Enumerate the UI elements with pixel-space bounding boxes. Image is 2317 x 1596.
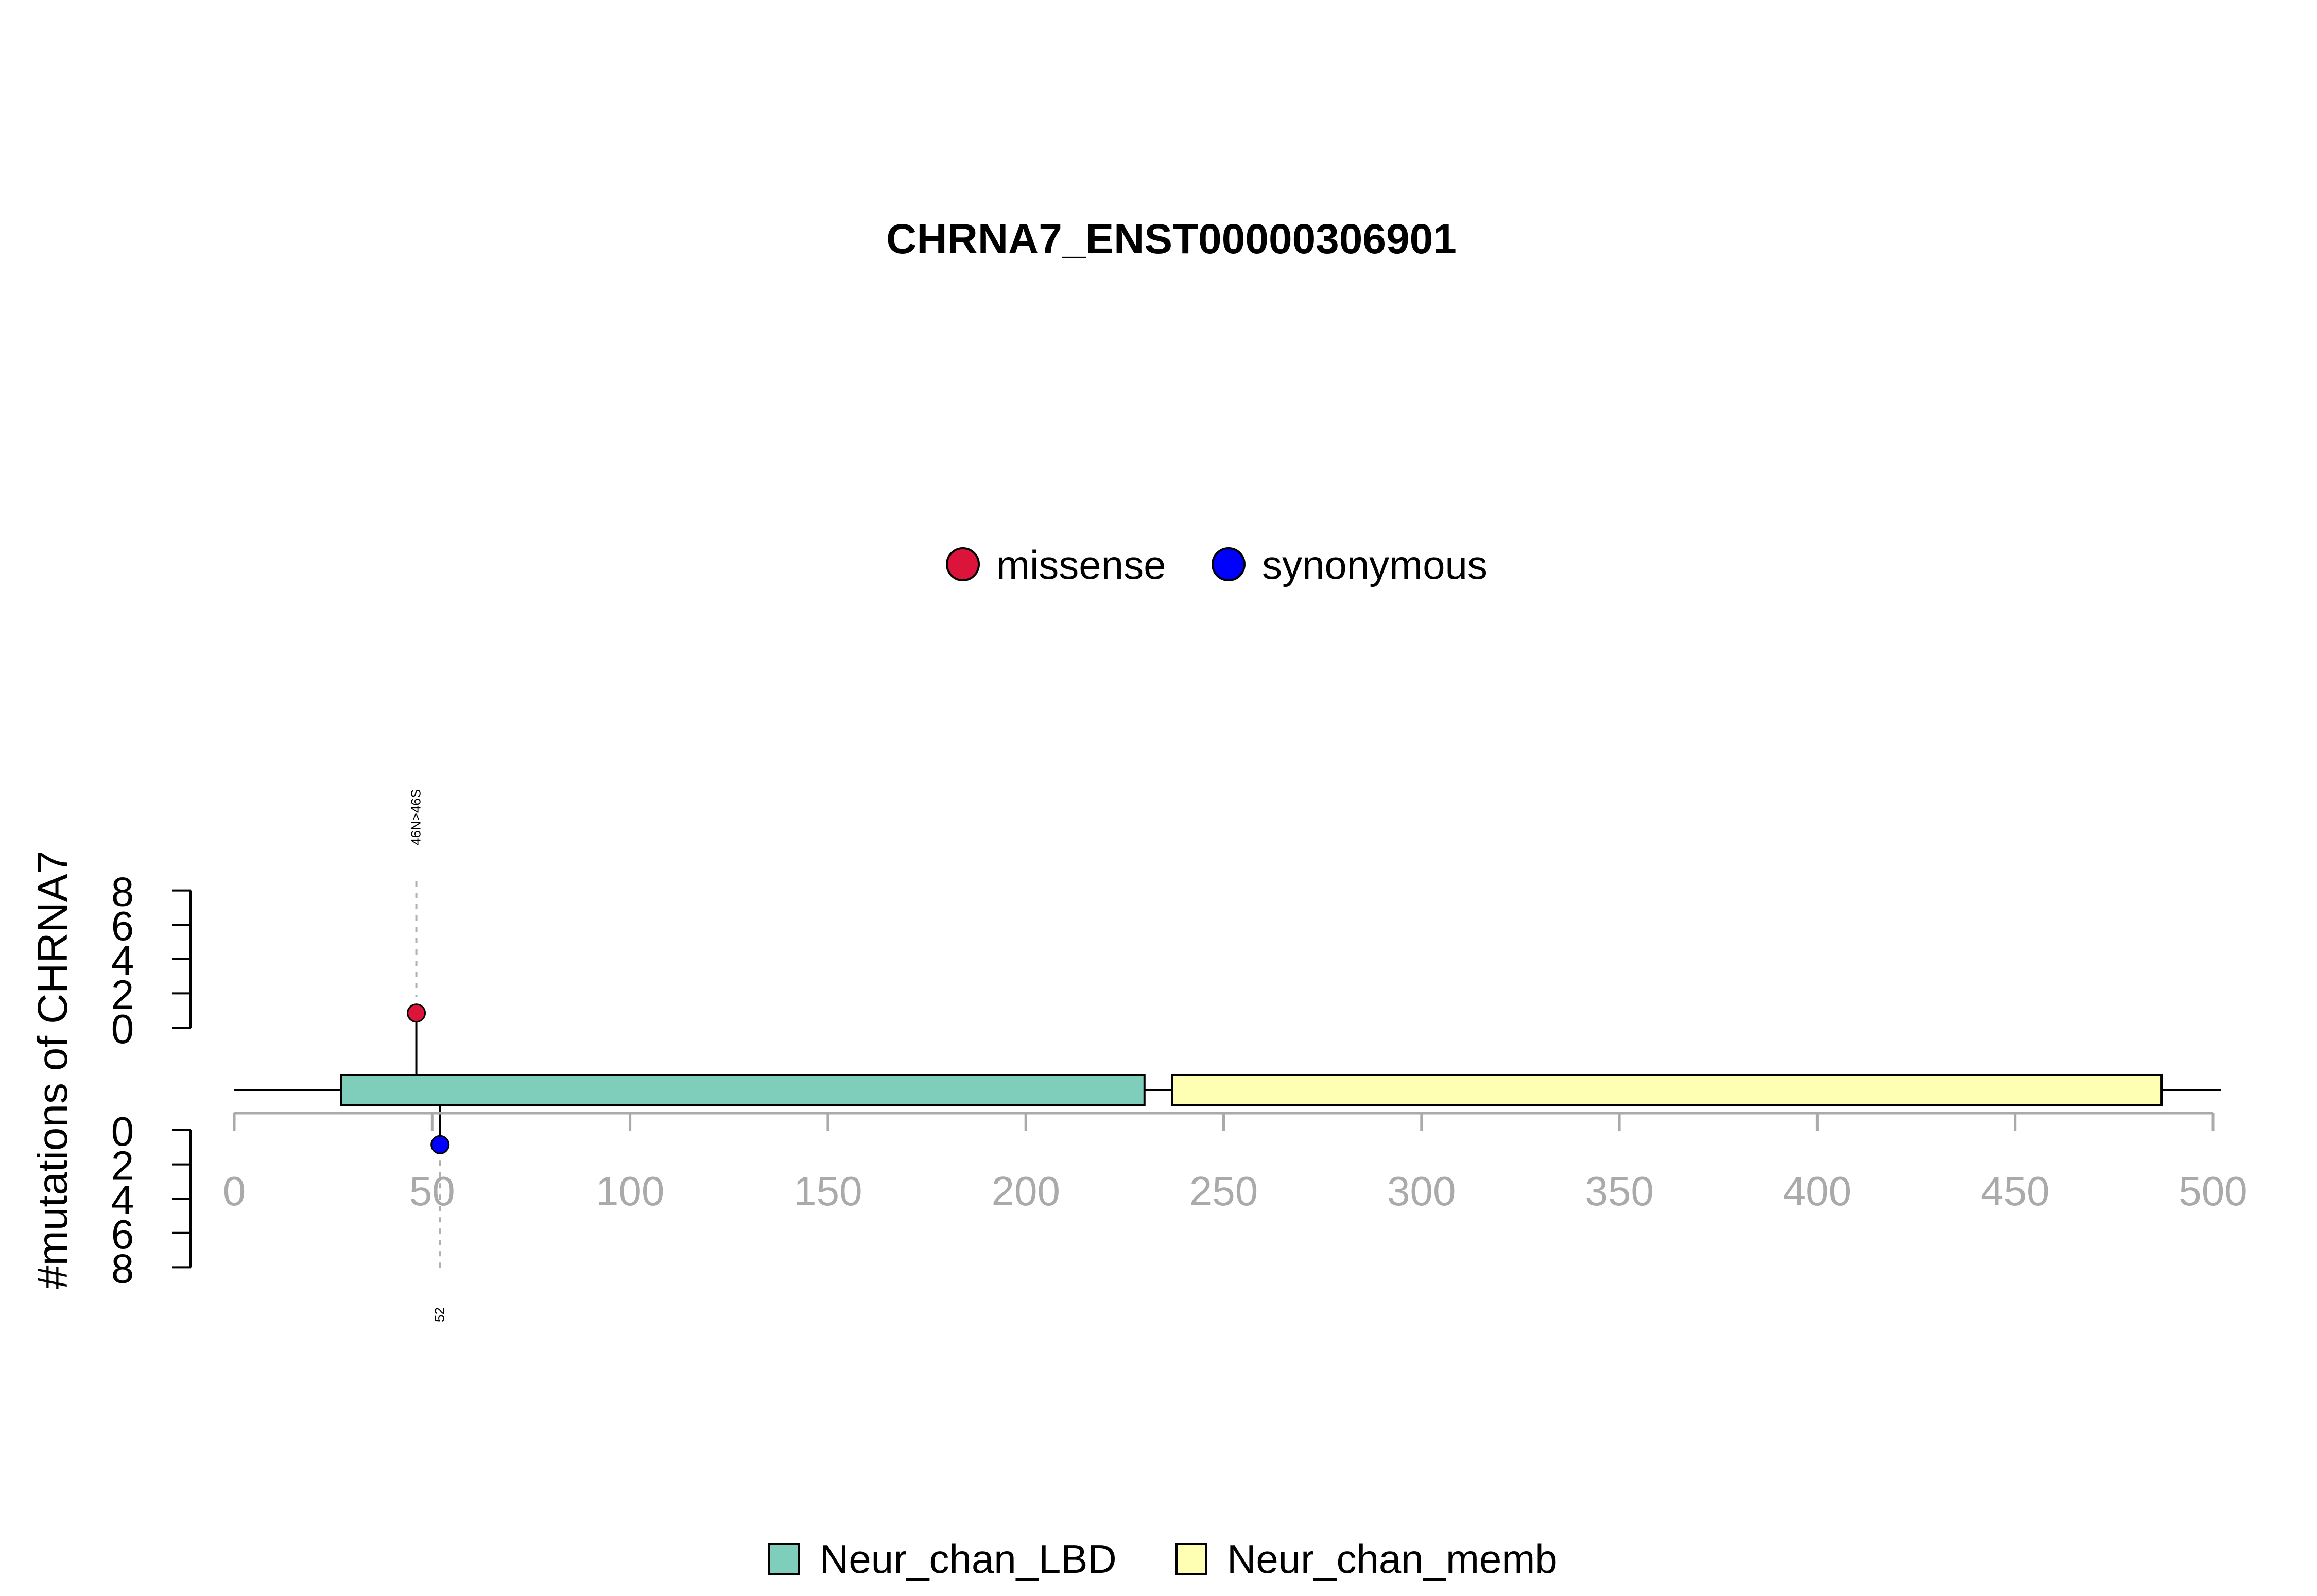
protein-backbone	[234, 1074, 2221, 1106]
x-tick-label: 150	[793, 1168, 862, 1214]
legend-marker-synonymous	[1212, 547, 1246, 581]
x-tick-label: 100	[596, 1168, 664, 1214]
legend-marker-missense	[946, 547, 980, 581]
y-tick-label-bottom: 4	[111, 1177, 134, 1223]
y-tick-label-bottom: 6	[111, 1211, 134, 1257]
x-tick-label: 200	[991, 1168, 1060, 1214]
x-tick-label: 50	[409, 1168, 455, 1214]
x-tick-label: 500	[2178, 1168, 2247, 1214]
mutation-point-bottom	[430, 1135, 450, 1154]
legend-label-synonymous: synonymous	[1262, 542, 1488, 587]
mutation-legend: missense synonymous	[946, 542, 1488, 587]
domain-legend: Neur_chan_LBD Neur_chan_memb	[768, 1536, 1558, 1582]
domain-Neur_chan_LBD	[340, 1074, 1146, 1106]
legend-label-Neur_chan_memb: Neur_chan_memb	[1227, 1536, 1558, 1582]
y-axis-label: #mutations of CHRNA7	[29, 851, 76, 1289]
y-tick-label-top: 6	[111, 903, 134, 949]
x-tick-label: 400	[1783, 1168, 1852, 1214]
y-tick-label-top: 2	[111, 972, 134, 1017]
y-tick-label-top: 0	[111, 1006, 134, 1052]
legend-swatch-Neur_chan_LBD	[768, 1543, 800, 1575]
mutation-point-top	[407, 1003, 426, 1023]
x-tick-label: 0	[223, 1168, 246, 1214]
chart-title: CHRNA7_ENST00000306901	[886, 216, 1457, 263]
domain-Neur_chan_memb	[1171, 1074, 2163, 1106]
x-tick-label: 450	[1981, 1168, 2049, 1214]
x-tick-label: 350	[1585, 1168, 1653, 1214]
x-tick-label: 250	[1189, 1168, 1258, 1214]
mutation-label-top: 46N>46S	[408, 789, 424, 845]
x-tick-label: 300	[1387, 1168, 1456, 1214]
legend-label-Neur_chan_LBD: Neur_chan_LBD	[820, 1536, 1117, 1582]
mutation-label-bottom: 52	[432, 1307, 447, 1322]
y-tick-label-top: 4	[111, 938, 134, 983]
legend-label-missense: missense	[996, 542, 1166, 587]
x-axis: 0 50 100 150 200 250 300 350 400 450 500	[223, 1112, 2247, 1214]
lollipops: 46N>46S 52	[407, 789, 450, 1322]
y-tick-label-top: 8	[111, 869, 134, 915]
legend-swatch-Neur_chan_memb	[1175, 1543, 1207, 1575]
y-tick-label-bottom: 0	[111, 1108, 134, 1154]
y-tick-label-bottom: 2	[111, 1143, 134, 1189]
y-tick-label-bottom: 8	[111, 1245, 134, 1291]
